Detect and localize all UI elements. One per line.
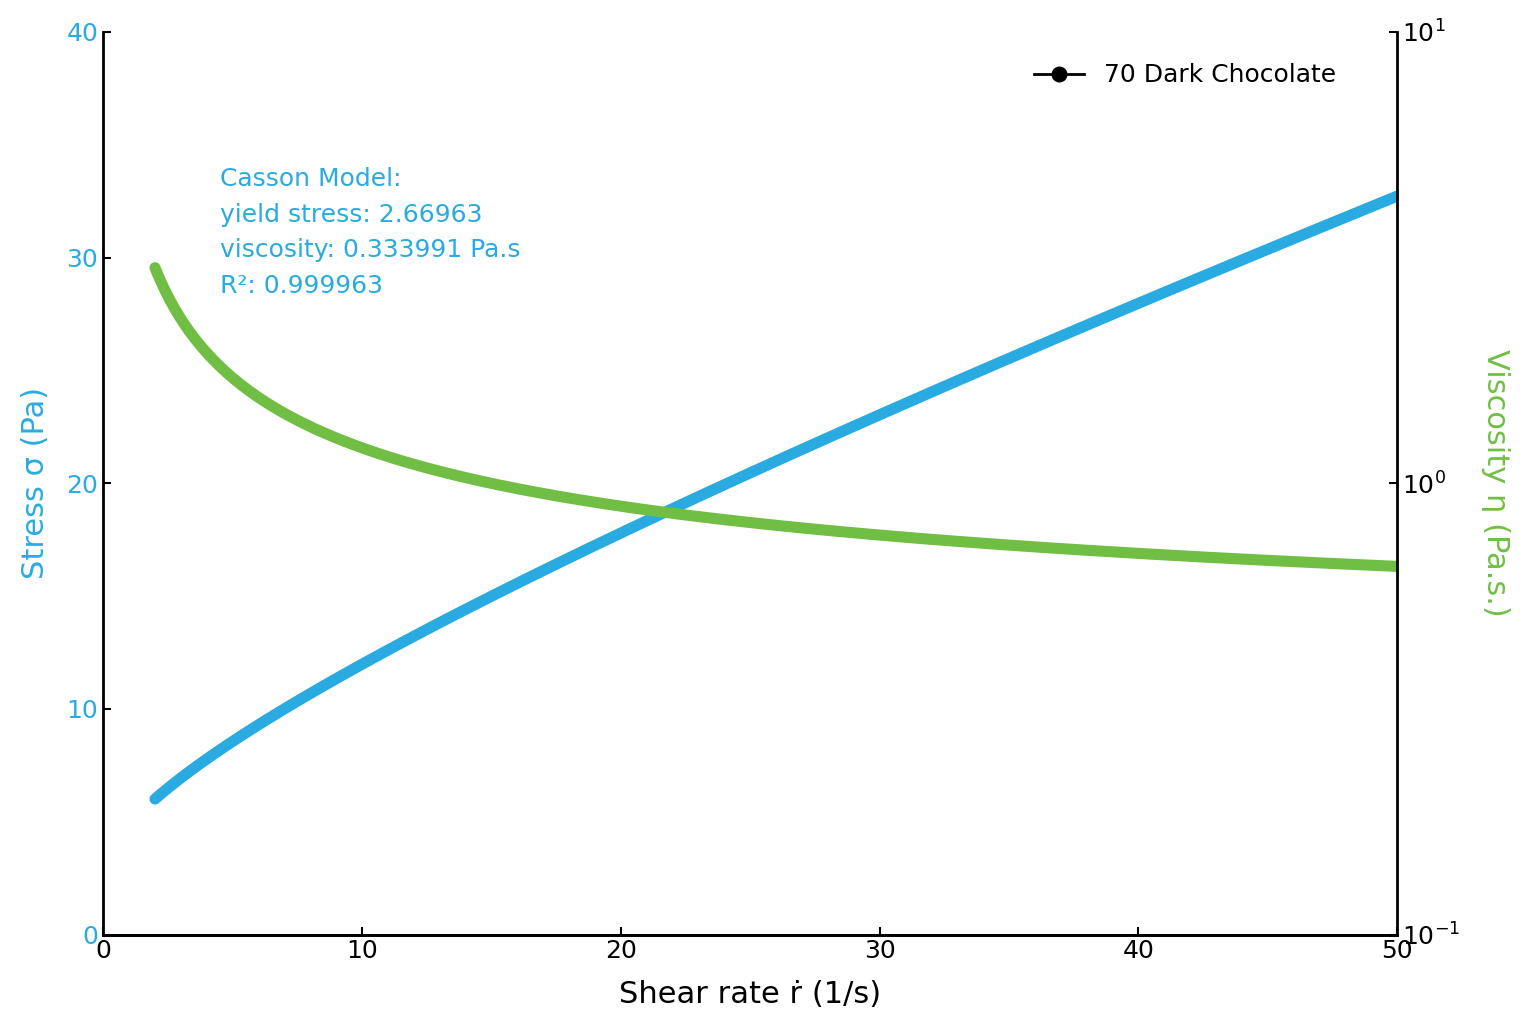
Y-axis label: Stress σ (Pa): Stress σ (Pa): [21, 387, 51, 579]
Text: Casson Model:
yield stress: 2.66963
viscosity: 0.333991 Pa.s
R²: 0.999963: Casson Model: yield stress: 2.66963 visc…: [219, 167, 521, 298]
X-axis label: Shear rate ṙ (1/s): Shear rate ṙ (1/s): [619, 981, 882, 1009]
Legend: 70 Dark Chocolate: 70 Dark Chocolate: [1024, 54, 1346, 98]
Y-axis label: Viscosity η (Pa.s.): Viscosity η (Pa.s.): [1480, 349, 1510, 617]
